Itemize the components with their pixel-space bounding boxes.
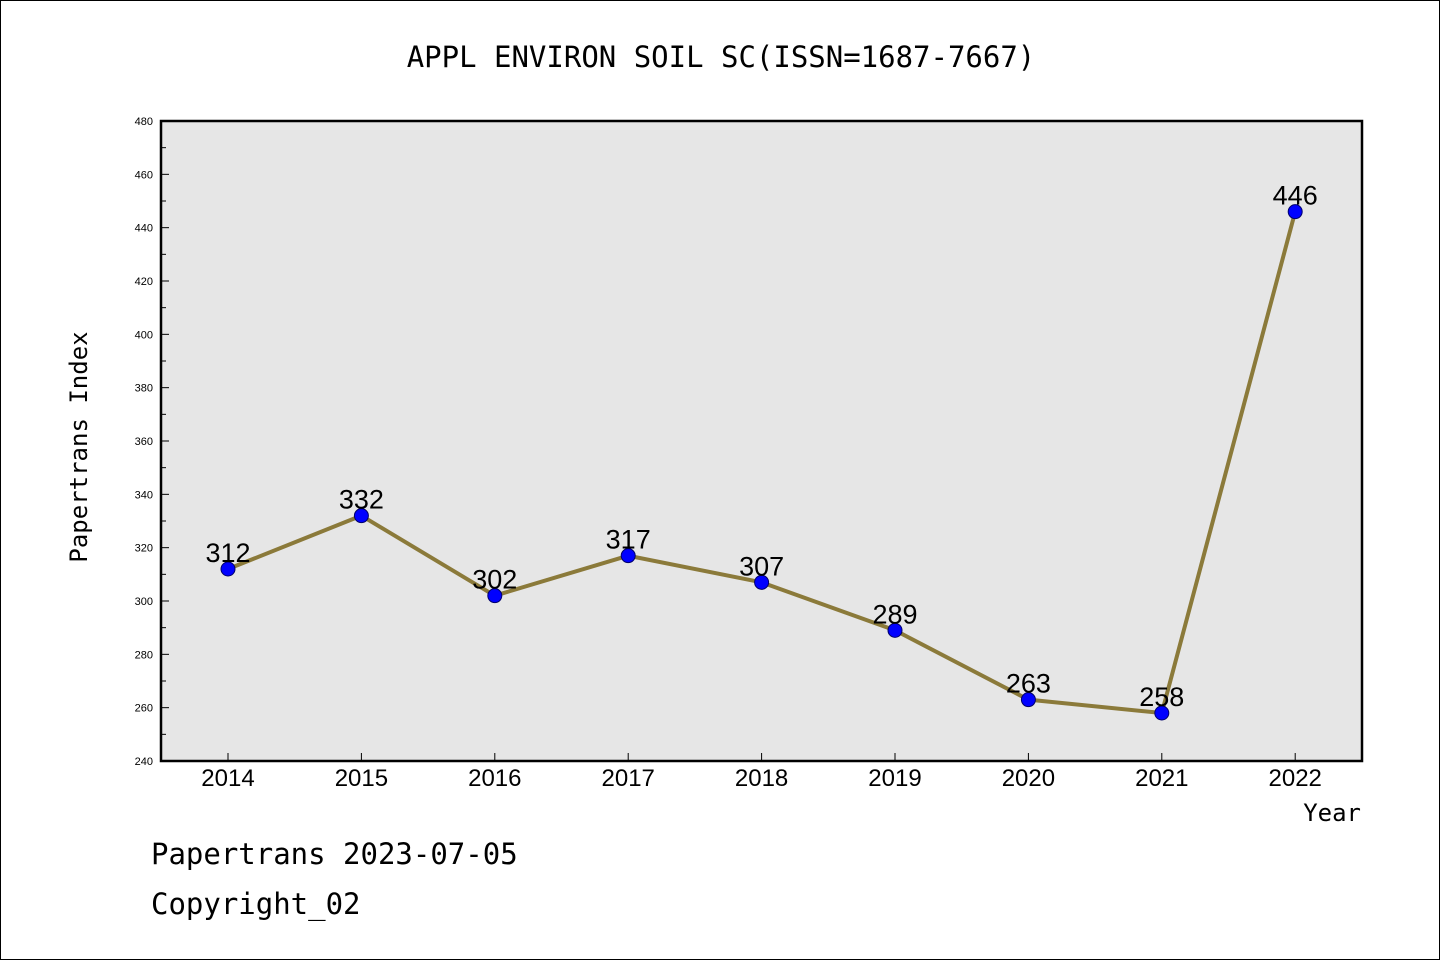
y-tick-label: 480 (135, 116, 153, 128)
footer-copyright: Copyright_02 (151, 887, 361, 921)
y-tick-label: 280 (135, 649, 153, 661)
series-layer: 312 332 302 317 307 289 263 258 446 (205, 181, 1318, 721)
data-point (1020, 692, 1036, 708)
plot-area (161, 121, 1362, 761)
data-point (1154, 705, 1170, 721)
y-tick-label: 240 (135, 756, 153, 768)
data-label: 263 (1006, 669, 1051, 699)
x-tick-label: 2014 (201, 765, 254, 792)
data-label: 289 (872, 599, 917, 629)
y-tick-label: 360 (135, 436, 153, 448)
y-tick-label: 300 (135, 596, 153, 608)
data-label: 258 (1139, 682, 1184, 712)
y-tick-label: 420 (135, 276, 153, 288)
y-tick-label: 340 (135, 489, 153, 501)
data-point (353, 508, 369, 524)
y-tick-label: 260 (135, 703, 153, 715)
y-tick-label: 320 (135, 543, 153, 555)
data-point (487, 588, 503, 604)
y-axis-label: Papertrans Index (65, 331, 93, 562)
y-tick-label: 440 (135, 223, 153, 235)
plot-border (159, 119, 1364, 763)
x-tick-label: 2022 (1269, 765, 1322, 792)
x-tick-label: 2020 (1002, 765, 1055, 792)
data-point (620, 548, 636, 564)
y-tick-label: 400 (135, 329, 153, 341)
axis-ticks: 240 260 280 300 320 340 360 380 400 420 440 460 480 2… (135, 116, 1322, 792)
x-tick-label: 2018 (735, 765, 788, 792)
x-tick-label: 2015 (335, 765, 388, 792)
y-tick-label: 460 (135, 169, 153, 181)
data-label: 307 (739, 551, 784, 581)
x-tick-label: 2016 (468, 765, 521, 792)
data-label: 446 (1273, 181, 1318, 211)
data-label: 332 (339, 485, 384, 515)
data-point (887, 622, 903, 638)
y-tick-label: 380 (135, 383, 153, 395)
data-point (754, 574, 770, 590)
data-point (1287, 204, 1303, 220)
chart-title: APPL ENVIRON SOIL SC(ISSN=1687-7667) (407, 40, 1036, 74)
x-tick-label: 2021 (1135, 765, 1188, 792)
x-axis-label: Year (1303, 799, 1361, 827)
data-point (220, 561, 236, 577)
x-tick-label: 2019 (868, 765, 921, 792)
footer-date: Papertrans 2023-07-05 (151, 837, 518, 871)
data-label: 317 (606, 525, 651, 555)
data-label: 302 (472, 565, 517, 595)
data-label: 312 (205, 538, 250, 568)
x-tick-label: 2017 (602, 765, 655, 792)
